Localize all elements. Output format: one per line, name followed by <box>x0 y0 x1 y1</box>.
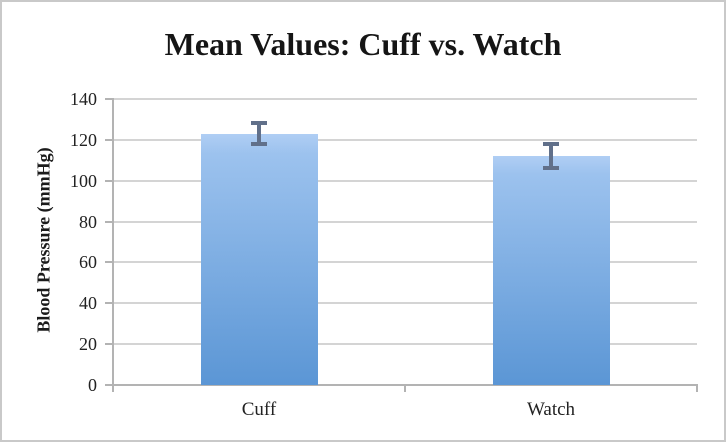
chart-title: Mean Values: Cuff vs. Watch <box>164 26 562 62</box>
x-tick-mark <box>112 386 114 392</box>
y-tick-label: 120 <box>70 129 97 150</box>
y-tick-label: 140 <box>70 89 97 109</box>
gridline <box>113 179 697 182</box>
x-tick-mark <box>696 386 698 392</box>
y-tick-mark <box>105 384 113 386</box>
y-tick-mark <box>105 302 113 305</box>
y-tick-mark <box>105 220 113 223</box>
x-axis-line <box>112 384 698 386</box>
gridline <box>113 98 697 100</box>
gridline <box>113 343 697 346</box>
error-bar-stem <box>257 121 261 146</box>
x-tick-mark <box>404 386 406 392</box>
error-bar-stem <box>549 141 553 171</box>
category-label-cuff: Cuff <box>241 399 277 420</box>
error-bar-cap-top <box>251 121 267 126</box>
y-tick-mark <box>105 261 113 264</box>
y-tick-label: 20 <box>79 334 97 355</box>
y-tick-label: 0 <box>88 375 97 395</box>
bar-watch <box>492 156 610 385</box>
bar-cuff <box>200 133 318 385</box>
y-tick-label: 60 <box>79 252 97 273</box>
y-tick-label: 100 <box>70 170 97 191</box>
y-axis-line <box>112 98 114 386</box>
y-tick-mark <box>105 179 113 182</box>
y-tick-mark <box>105 138 113 141</box>
category-label-watch: Watch <box>526 399 576 420</box>
error-bar-cap-top <box>543 141 559 146</box>
gridline <box>113 302 697 305</box>
y-tick-mark <box>105 343 113 346</box>
error-bar-cap-bottom <box>251 141 267 146</box>
y-tick-label: 80 <box>79 211 97 232</box>
error-bar-cap-bottom <box>543 166 559 171</box>
gridline <box>113 261 697 264</box>
gridline <box>113 138 697 141</box>
error-bar-cuff <box>251 121 267 146</box>
y-tick-mark <box>105 98 113 100</box>
y-tick-label: 40 <box>79 293 97 314</box>
gridline <box>113 220 697 223</box>
error-bar-watch <box>543 141 559 171</box>
